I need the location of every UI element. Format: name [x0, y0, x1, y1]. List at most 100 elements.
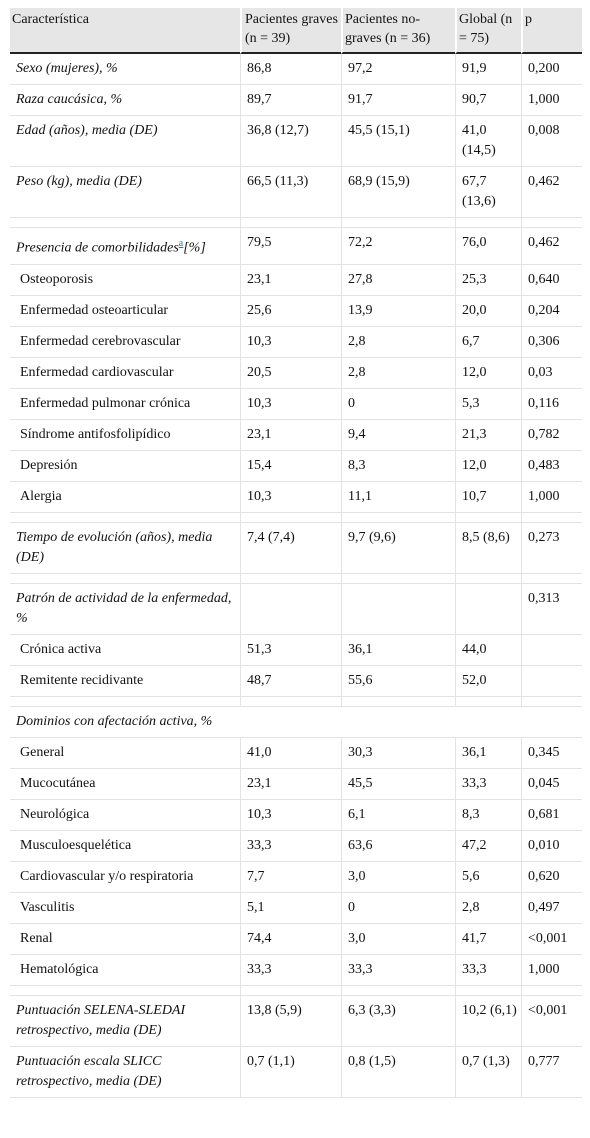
cell: 41,0 (14,5): [455, 116, 521, 167]
cell: 36,1: [341, 634, 455, 666]
row-label: Enfermedad pulmonar crónica: [10, 389, 240, 420]
cell: 91,9: [455, 54, 521, 85]
cell: 0,116: [521, 388, 582, 420]
cell: 67,7 (13,6): [455, 167, 521, 218]
table-row: Remitente recidivante 48,7 55,6 52,0: [10, 665, 582, 697]
cell: 8,3: [455, 799, 521, 831]
row-label: Cardiovascular y/o respiratoria: [10, 862, 240, 893]
row-label: Mucocutánea: [10, 769, 240, 800]
cell: 45,5 (15,1): [341, 116, 455, 167]
footnote-link[interactable]: a: [178, 238, 184, 249]
table-row: Enfermedad pulmonar crónica 10,3 0 5,3 0…: [10, 388, 582, 420]
section-label: Dominios con afectación activa, %: [10, 707, 582, 738]
cell: 33,3: [455, 768, 521, 800]
characteristics-table: Característica Pacientes graves (n = 39)…: [10, 8, 582, 1098]
header-row: Característica Pacientes graves (n = 39)…: [10, 8, 582, 54]
cell: 0,620: [521, 861, 582, 893]
cell: 55,6: [341, 665, 455, 697]
header-cell: Característica: [10, 8, 240, 54]
cell: 3,0: [341, 923, 455, 955]
cell: 33,3: [240, 830, 341, 862]
cell: 72,2: [341, 228, 455, 265]
cell: 10,3: [240, 799, 341, 831]
table-row: Tiempo de evolución (años), media (DE) 7…: [10, 522, 582, 574]
cell: 3,0: [341, 861, 455, 893]
cell: 8,5 (8,6): [455, 522, 521, 574]
table-row: Puntuación escala SLICC retrospectivo, m…: [10, 1046, 582, 1098]
cell: 30,3: [341, 737, 455, 769]
table-row: Sexo (mujeres), % 86,8 97,2 91,9 0,200: [10, 54, 582, 85]
cell: 21,3: [455, 419, 521, 451]
header-cell: Pacientes no-graves (n = 36): [341, 8, 455, 54]
cell: 20,5: [240, 357, 341, 389]
cell: 23,1: [240, 768, 341, 800]
cell: 0,273: [521, 522, 582, 574]
cell: <0,001: [521, 923, 582, 955]
row-label: Renal: [10, 924, 240, 955]
cell: 15,4: [240, 450, 341, 482]
cell: 6,1: [341, 799, 455, 831]
table-row: Crónica activa 51,3 36,1 44,0: [10, 634, 582, 666]
row-label: Peso (kg), media (DE): [10, 167, 240, 218]
cell: 11,1: [341, 481, 455, 513]
row-label: Patrón de actividad de la enfermedad, %: [10, 584, 240, 635]
cell: 52,0: [455, 665, 521, 697]
cell: 10,3: [240, 326, 341, 358]
cell: 25,6: [240, 295, 341, 327]
cell: 0,008: [521, 116, 582, 167]
cell: 8,3: [341, 450, 455, 482]
row-label: Puntuación SELENA-SLEDAI retrospectivo, …: [10, 996, 240, 1047]
cell: 0,313: [521, 583, 582, 635]
row-label: Enfermedad cardiovascular: [10, 358, 240, 389]
cell: 48,7: [240, 665, 341, 697]
cell: 5,6: [455, 861, 521, 893]
cell: 0,483: [521, 450, 582, 482]
cell: [521, 665, 582, 697]
table-row: Musculoesquelética 33,3 63,6 47,2 0,010: [10, 830, 582, 862]
table-row: Presencia de comorbilidadesa[%] 79,5 72,…: [10, 228, 582, 265]
cell: 25,3: [455, 264, 521, 296]
spacer-row: [10, 985, 582, 996]
row-label: Puntuación escala SLICC retrospectivo, m…: [10, 1047, 240, 1098]
cell: 9,7 (9,6): [341, 522, 455, 574]
cell: [341, 583, 455, 635]
cell: 90,7: [455, 85, 521, 116]
row-label: Depresión: [10, 451, 240, 482]
table-row: Mucocutánea 23,1 45,5 33,3 0,045: [10, 768, 582, 800]
cell: 6,3 (3,3): [341, 995, 455, 1047]
cell: 0,462: [521, 167, 582, 218]
table-row: Neurológica 10,3 6,1 8,3 0,681: [10, 799, 582, 831]
cell: 0,497: [521, 892, 582, 924]
cell: 0,782: [521, 419, 582, 451]
cell: 33,3: [240, 954, 341, 986]
row-label: Hematológica: [10, 955, 240, 986]
row-label: General: [10, 738, 240, 769]
comorb-unit: [%]: [183, 240, 206, 256]
cell: 0,7 (1,1): [240, 1046, 341, 1098]
table-row: Enfermedad cardiovascular 20,5 2,8 12,0 …: [10, 357, 582, 389]
table-row: Renal 74,4 3,0 41,7 <0,001: [10, 923, 582, 955]
table-row: Patrón de actividad de la enfermedad, % …: [10, 583, 582, 635]
row-label: Enfermedad cerebrovascular: [10, 327, 240, 358]
row-label: Síndrome antifosfolipídico: [10, 420, 240, 451]
cell: 45,5: [341, 768, 455, 800]
spacer-row: [10, 512, 582, 523]
table-row: Alergia 10,3 11,1 10,7 1,000: [10, 481, 582, 513]
table-row: Cardiovascular y/o respiratoria 7,7 3,0 …: [10, 861, 582, 893]
table-row: Dominios con afectación activa, %: [10, 707, 582, 738]
cell: 91,7: [341, 85, 455, 116]
cell: 97,2: [341, 54, 455, 85]
cell: 10,2 (6,1): [455, 995, 521, 1047]
cell: [521, 634, 582, 666]
header-cell: p: [521, 8, 582, 54]
cell: 6,7: [455, 326, 521, 358]
cell: 7,7: [240, 861, 341, 893]
cell: 1,000: [521, 85, 582, 116]
cell: 0,045: [521, 768, 582, 800]
cell: 20,0: [455, 295, 521, 327]
row-label: Alergia: [10, 482, 240, 513]
cell: 0,462: [521, 228, 582, 265]
cell: 66,5 (11,3): [240, 167, 341, 218]
cell: 89,7: [240, 85, 341, 116]
cell: 0,345: [521, 737, 582, 769]
